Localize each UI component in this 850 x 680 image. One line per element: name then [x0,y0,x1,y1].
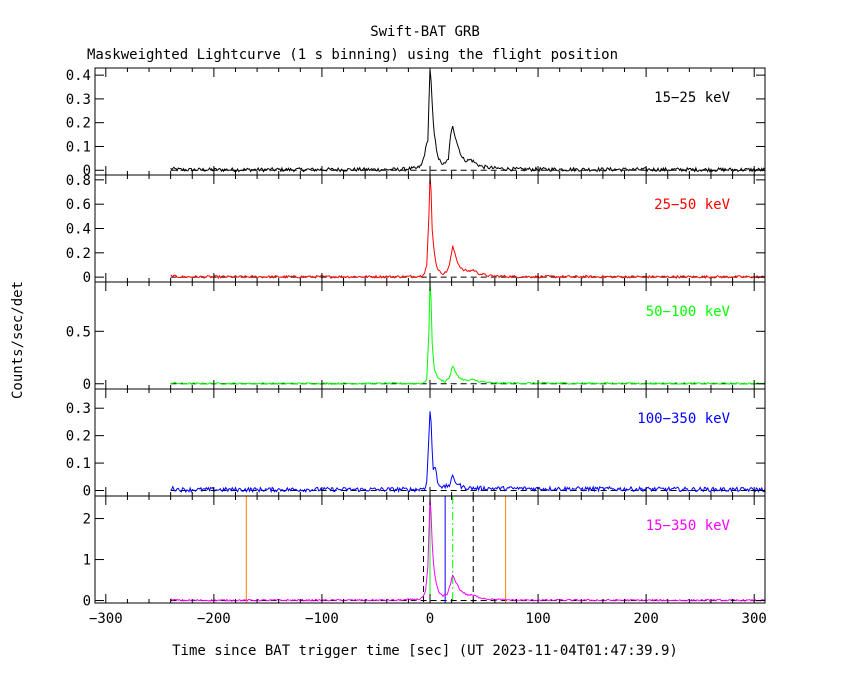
y-tick-label: 0.1 [66,456,91,472]
series-line-100-350-kev [170,411,766,494]
y-tick-label: 0.2 [66,116,91,132]
x-tick-label: 300 [742,611,767,627]
band-label-25-50-kev: 25−50 keV [654,197,730,213]
chart-subtitle: Maskweighted Lightcurve (1 s binning) us… [87,47,618,63]
panels: 0 0.1 0.2 0.3 0.4 15−25 keV 0 0.2 0.4 0.6 0.8 25−50… [66,67,767,627]
x-tick-label: 100 [525,611,550,627]
y-tick-label: 0 [83,270,91,286]
panel-frame-100-350-kev [94,388,766,497]
x-tick-label: −300 [89,611,123,627]
x-tick-label: −100 [305,611,339,627]
band-label-15-25-kev: 15−25 keV [654,90,730,106]
x-axis-label: Time since BAT trigger time [sec] (UT 20… [172,643,678,659]
x-tick-label: 200 [633,611,658,627]
y-tick-label: 1 [83,553,91,569]
y-tick-label: 0.2 [66,246,91,262]
y-tick-label: 0.1 [66,139,91,155]
y-tick-label: 0.4 [66,68,91,84]
band-label-100-350-kev: 100−350 keV [637,411,730,427]
band-label-15-350-kev: 15−350 keV [646,518,731,534]
y-tick-label: 0.3 [66,92,91,108]
y-tick-label: 0 [83,163,91,179]
y-tick-label: 0.8 [66,173,91,189]
y-axis-label: Counts/sec/det [10,281,26,399]
series-line-50-100-kev [170,282,766,386]
y-tick-label: 0.5 [66,324,91,340]
x-tick-label: 0 [426,611,434,627]
series-line-25-50-kev [170,174,766,280]
y-tick-label: 0.2 [66,429,91,445]
series-line-15-25-kev [170,68,766,173]
y-tick-label: 0 [83,594,91,610]
y-tick-label: 2 [83,512,91,528]
band-label-50-100-kev: 50−100 keV [646,304,731,320]
x-tick-label: −200 [197,611,231,627]
series-line-15-350-kev [170,497,766,602]
y-tick-label: 0.6 [66,197,91,213]
y-tick-label: 0.3 [66,401,91,417]
y-tick-label: 0.4 [66,222,91,238]
chart-title: Swift-BAT GRB [370,24,480,40]
y-tick-label: 0 [83,484,91,500]
y-tick-label: 0 [83,377,91,393]
